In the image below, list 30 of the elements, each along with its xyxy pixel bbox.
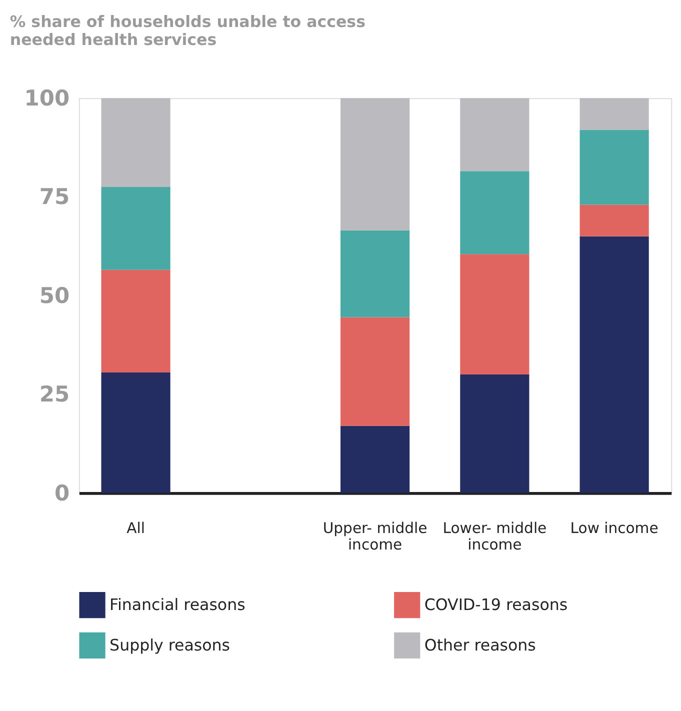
y-tick-label: 100 — [24, 86, 70, 112]
bar — [580, 204, 649, 236]
bar — [460, 374, 530, 493]
bar — [460, 254, 530, 374]
legend-label: Supply reasons — [110, 635, 230, 654]
x-tick-label: Upper- middle income — [322, 520, 428, 554]
bar — [340, 230, 410, 318]
bar — [580, 130, 649, 205]
y-tick-label: 50 — [39, 284, 70, 309]
bar — [101, 186, 170, 270]
x-tick-label: Lower- middle income — [442, 520, 547, 554]
bar — [580, 236, 649, 493]
x-tick-label: Low income — [570, 520, 658, 537]
bar — [101, 270, 170, 373]
bar — [101, 372, 170, 493]
y-tick-label: 25 — [39, 382, 70, 408]
x-tick-label: All — [126, 520, 145, 537]
bar — [340, 426, 410, 493]
bar — [101, 98, 170, 187]
y-tick-label: 75 — [39, 185, 70, 210]
bar — [580, 98, 649, 130]
bar — [460, 98, 530, 172]
bar — [340, 98, 410, 230]
y-tick-label: 0 — [54, 481, 70, 506]
chart-title: % share of households unable to access needed health services — [10, 12, 366, 49]
bar — [340, 317, 410, 426]
bar — [460, 171, 530, 254]
legend-label: Financial reasons — [110, 595, 246, 614]
legend-label: Other reasons — [424, 635, 536, 654]
legend-label: COVID-19 reasons — [424, 595, 568, 614]
